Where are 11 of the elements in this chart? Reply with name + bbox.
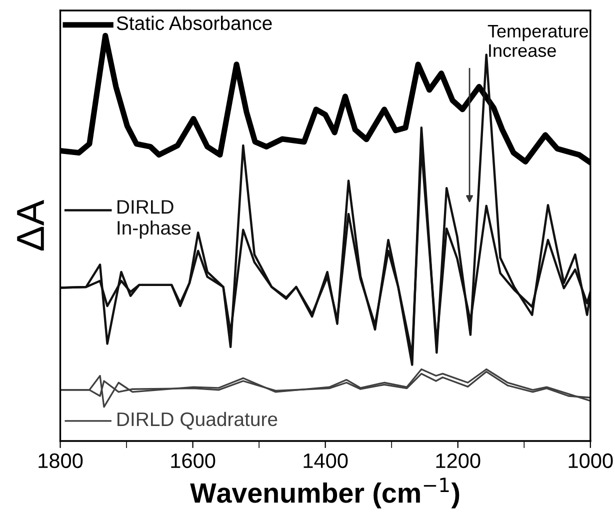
x-axis-title: Wavenumber (cm$^{−1}$) xyxy=(190,478,460,508)
y-axis-title: ΔA xyxy=(17,200,44,251)
x-tick-label: 1200 xyxy=(436,453,480,468)
legend-label: DIRLD Quadrature xyxy=(118,412,278,430)
x-tick-label: 1800 xyxy=(38,453,83,468)
x-tick-label: 1000 xyxy=(568,453,613,468)
x-tick-label: 1600 xyxy=(171,453,216,468)
x-tick-label: 1400 xyxy=(304,453,348,468)
legend-label: DIRLD In-phase xyxy=(118,200,191,239)
legend-label: Static Absorbance xyxy=(116,16,272,30)
annotation: Temperature Increase xyxy=(488,24,588,57)
